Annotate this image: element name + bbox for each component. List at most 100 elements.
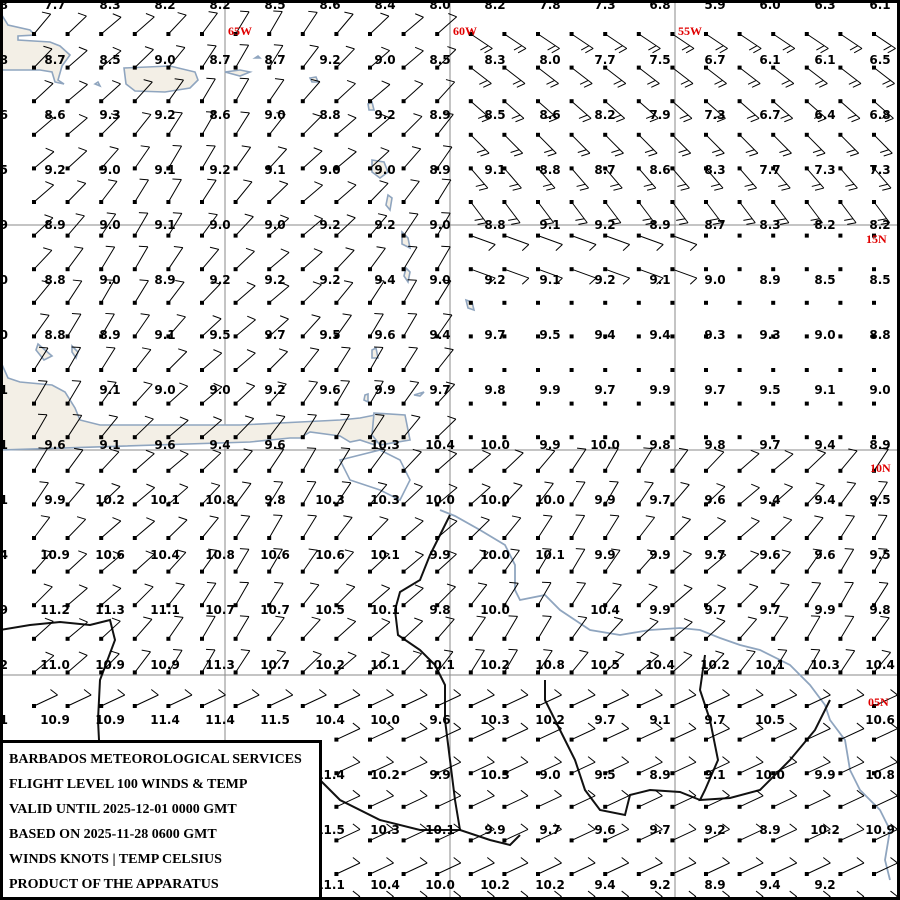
- wind-barb-feather: [851, 117, 861, 123]
- wind-barb-staff: [33, 282, 51, 304]
- wind-barb-feather: [753, 48, 762, 54]
- wind-barb-feather: [414, 46, 424, 52]
- wind-barb-feather: [218, 689, 226, 696]
- wind-barb-feather: [342, 313, 352, 316]
- island-tobago: [413, 391, 425, 397]
- lon-label-60w: 60W: [453, 24, 477, 38]
- wind-barb-feather: [822, 789, 831, 797]
- wind-barb-feather: [352, 689, 361, 696]
- wind-barb-feather: [112, 46, 122, 52]
- wind-barb-feather: [448, 449, 457, 455]
- wind-barb-feather: [654, 689, 663, 696]
- wind-barb-feather: [453, 890, 462, 897]
- wind-barb-staff: [693, 896, 697, 897]
- wind-barb-feather: [483, 83, 492, 88]
- temperature-value: 10.9: [40, 713, 70, 727]
- wind-barb-staff: [33, 694, 58, 707]
- wind-barb-feather: [441, 245, 451, 248]
- wind-barb-feather: [845, 514, 855, 517]
- wind-barb-feather: [778, 615, 788, 618]
- wind-barb-staff: [604, 862, 629, 875]
- wind-barb-staff: [559, 896, 562, 897]
- wind-barb-staff: [470, 795, 495, 808]
- temperature-value: 8.3: [759, 218, 781, 232]
- puerto-rico: [123, 65, 199, 93]
- wind-barb-feather: [442, 145, 453, 148]
- wind-barb-staff: [705, 828, 730, 841]
- wind-barb-feather: [376, 447, 386, 451]
- wind-barb-feather: [844, 548, 854, 550]
- wind-barb-feather: [722, 823, 730, 830]
- wind-barb-station: [636, 300, 641, 305]
- wind-barb-feather: [480, 45, 489, 51]
- wind-barb-feather: [375, 413, 385, 416]
- wind-barb-staff: [873, 728, 897, 741]
- temperature-value: 9.0: [154, 53, 176, 67]
- wind-barb-staff: [268, 114, 286, 136]
- wind-barb-staff: [604, 584, 622, 606]
- wind-barb-feather: [554, 823, 562, 830]
- wind-barb-staff: [537, 483, 554, 505]
- wind-barb-feather: [554, 890, 562, 897]
- wind-barb-feather: [688, 789, 697, 797]
- wind-barb-staff: [436, 212, 451, 236]
- wind-barb-staff: [806, 201, 823, 224]
- wind-barb-staff: [134, 694, 159, 707]
- wind-barb-staff: [806, 33, 829, 49]
- wind-barb-feather: [817, 117, 827, 123]
- wind-barb-feather: [173, 649, 183, 651]
- wind-barb-feather: [577, 149, 587, 153]
- wind-barb-station: [737, 300, 742, 305]
- temperature-value: 9.0: [814, 328, 836, 342]
- temperature-value: 0: [0, 328, 9, 342]
- wind-barb-staff: [268, 183, 289, 203]
- temperature-value: 10.3: [370, 438, 400, 452]
- temperature-value: 9.9: [539, 438, 561, 452]
- wind-barb-feather: [541, 218, 551, 221]
- temperature-value: 9.2: [649, 878, 671, 892]
- wind-barb-staff: [369, 828, 394, 841]
- temperature-value: 7.3: [594, 0, 616, 12]
- wind-barb-staff: [201, 649, 216, 673]
- wind-barb-feather: [654, 823, 663, 830]
- wind-barb-staff: [336, 621, 357, 640]
- wind-barb-feather: [689, 277, 698, 285]
- temperature-value: 10.3: [810, 658, 840, 672]
- wind-barb-feather: [441, 178, 451, 181]
- wind-barb-staff: [67, 380, 82, 404]
- wind-barb-staff: [436, 49, 457, 68]
- wind-barb-feather: [278, 348, 288, 353]
- wind-barb-feather: [340, 447, 350, 450]
- wind-barb-feather: [816, 45, 825, 51]
- wind-barb-feather: [44, 617, 54, 622]
- wind-barb-feather: [513, 45, 523, 51]
- wind-barb-staff: [235, 616, 250, 640]
- temperature-value: 8.6: [44, 108, 66, 122]
- temperature-value: 9.5: [209, 328, 231, 342]
- wind-barb-staff: [201, 45, 217, 68]
- wind-barb-feather: [243, 448, 253, 452]
- wind-barb-staff: [772, 584, 790, 606]
- temperature-value: 7.7: [44, 0, 66, 12]
- wind-barb-staff: [436, 314, 453, 337]
- temperature-value: 9.2: [264, 273, 286, 287]
- wind-barb-staff: [705, 33, 728, 49]
- wind-barb-staff: [537, 515, 553, 539]
- wind-barb-feather: [548, 117, 558, 123]
- wind-barb-staff: [470, 67, 492, 84]
- wind-barb-station: [771, 267, 776, 272]
- wind-barb-feather: [311, 314, 321, 318]
- wind-barb-staff: [268, 148, 288, 169]
- wind-barb-station: [569, 435, 574, 440]
- wind-barb-staff: [705, 761, 730, 774]
- wind-barb-feather: [611, 548, 621, 551]
- wind-barb-staff: [537, 168, 556, 189]
- wind-barb-feather: [111, 80, 121, 85]
- wind-barb-feather: [145, 449, 155, 455]
- wind-barb-staff: [873, 515, 888, 539]
- wind-barb-feather: [877, 218, 887, 221]
- wind-barb-feather: [811, 581, 821, 584]
- wind-barb-staff: [604, 134, 624, 154]
- wind-barb-feather: [715, 152, 725, 157]
- wind-barb-feather: [679, 114, 689, 119]
